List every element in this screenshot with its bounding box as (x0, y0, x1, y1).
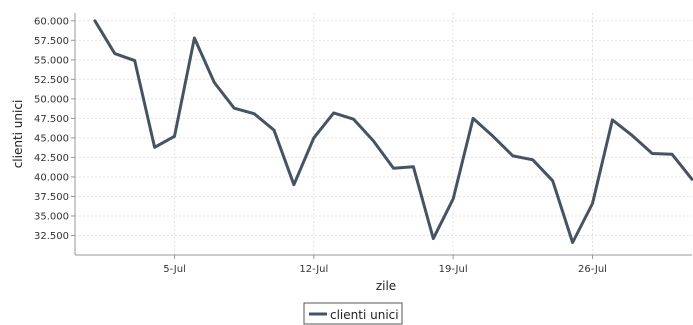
y-tick-label: 52.500 (34, 75, 69, 86)
plot-area (75, 13, 692, 255)
y-tick-label: 60.000 (34, 16, 69, 27)
y-tick-label: 32.500 (34, 231, 69, 242)
legend-box (303, 302, 403, 325)
grid-lines (75, 13, 692, 255)
y-tick-label: 35.000 (34, 211, 69, 222)
x-tick-label: 12-Jul (299, 264, 328, 275)
x-axis-ticks: 5-Jul 12-Jul 19-Jul 26-Jul (163, 255, 607, 275)
x-tick-label: 19-Jul (439, 264, 468, 275)
y-tick-label: 55.000 (34, 55, 69, 66)
y-tick-label: 42.500 (34, 153, 69, 164)
y-tick-label: 47.500 (34, 114, 69, 125)
series-lines (93, 19, 693, 244)
x-tick-label: 26-Jul (578, 264, 607, 275)
x-tick-label: 5-Jul (163, 264, 186, 275)
y-axis-ticks: 32.500 35.000 37.500 40.000 42.500 45.000 47.5… (34, 16, 75, 242)
x-axis-title: zile (376, 279, 396, 293)
y-tick-label: 40.000 (34, 172, 69, 183)
y-axis-title: clienti unici (11, 100, 25, 169)
y-tick-label: 37.500 (34, 192, 69, 203)
y-tick-label: 57.500 (34, 36, 69, 47)
legend-label: clienti unici (330, 308, 399, 322)
y-tick-label: 45.000 (34, 133, 69, 144)
y-tick-label: 50.000 (34, 94, 69, 105)
series-line (93, 19, 693, 244)
legend: clienti unici (303, 302, 403, 325)
